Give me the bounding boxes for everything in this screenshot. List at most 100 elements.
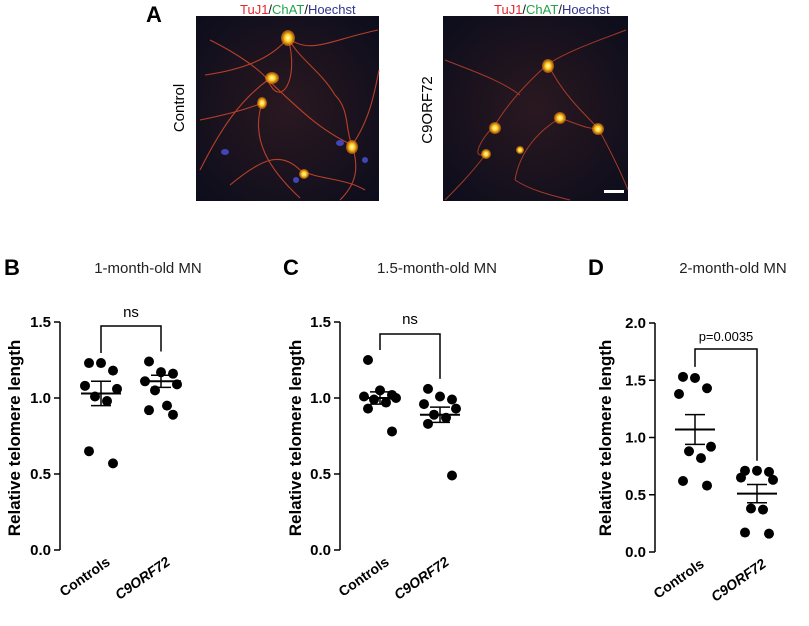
y-tick-label: 0.5 xyxy=(625,487,646,504)
scale-bar xyxy=(604,190,624,193)
data-point xyxy=(702,480,712,491)
y-tick-label: 0.0 xyxy=(310,542,331,559)
data-point xyxy=(423,418,433,429)
condition-label-c9orf72: C9ORF72 xyxy=(419,76,436,144)
data-point xyxy=(112,383,122,394)
chart-title: 2-month-old MN xyxy=(679,260,787,277)
significance-label: ns xyxy=(123,304,139,321)
data-point xyxy=(696,453,706,464)
panel-a-letter: A xyxy=(146,2,162,27)
data-point xyxy=(96,358,106,369)
data-point xyxy=(168,409,178,420)
micrograph-control xyxy=(196,16,380,201)
data-point xyxy=(369,394,379,405)
data-point xyxy=(387,426,397,437)
stain-slash: / xyxy=(522,2,526,17)
data-point xyxy=(447,394,457,405)
x-tick-label: Controls xyxy=(335,553,391,599)
data-point xyxy=(84,358,94,369)
x-tick-label: Controls xyxy=(56,553,112,599)
data-point xyxy=(108,458,118,469)
data-point xyxy=(108,365,118,376)
stain-chat: ChAT xyxy=(272,2,304,17)
data-point xyxy=(447,470,457,481)
data-point xyxy=(363,355,373,365)
data-point xyxy=(144,405,154,416)
data-point xyxy=(678,476,688,487)
comparison-bracket xyxy=(100,325,162,354)
stain-tuj1: TuJ1 xyxy=(494,2,522,17)
y-tick-label: 1.5 xyxy=(625,372,646,389)
data-point xyxy=(168,368,178,379)
data-point xyxy=(435,391,445,402)
data-point xyxy=(684,446,694,457)
panel-letter: B xyxy=(4,255,20,280)
chart-panel-b: B 1-month-old MN Relative telomere length 0… xyxy=(4,255,202,603)
data-point xyxy=(363,403,373,414)
data-point xyxy=(768,474,778,485)
data-point xyxy=(706,441,716,452)
neuron-somas xyxy=(481,59,604,159)
stain-slash: / xyxy=(558,2,562,17)
data-point xyxy=(102,396,112,407)
data-point xyxy=(423,383,433,394)
x-tick-label: Controls xyxy=(650,555,706,601)
y-tick-label: 0.5 xyxy=(30,466,51,483)
y-tick-label: 1.5 xyxy=(30,314,51,331)
chart-panel-c: C 1.5-month-old MN Relative telomere lengt… xyxy=(283,255,497,603)
y-axis-label: Relative telomere length xyxy=(5,340,24,537)
stain-slash: / xyxy=(304,2,308,17)
data-point xyxy=(690,372,700,383)
comparison-bracket xyxy=(694,348,758,461)
data-point xyxy=(375,385,385,396)
panel-letter: C xyxy=(283,255,299,280)
significance-label: p=0.0035 xyxy=(699,329,754,344)
data-point xyxy=(764,466,774,477)
chart-panel-d: D 2-month-old MN Relative telomere length 0… xyxy=(588,255,787,605)
data-point xyxy=(752,465,762,476)
y-tick-label: 1.5 xyxy=(310,314,331,331)
micrograph-c9orf72 xyxy=(443,16,629,201)
stain-tuj1: TuJ1 xyxy=(240,2,268,17)
y-axis-label: Relative telomere length xyxy=(596,340,615,537)
stain-slash: / xyxy=(268,2,272,17)
stain-label-c9orf72: TuJ1/ChAT/Hoechst xyxy=(494,2,610,17)
data-point xyxy=(746,503,756,514)
data-point xyxy=(162,400,172,411)
y-tick-label: 0.0 xyxy=(30,542,51,559)
data-point xyxy=(84,446,94,457)
neurite-network xyxy=(444,29,629,201)
x-tick-label: C9ORF72 xyxy=(112,553,173,602)
panel-letter: D xyxy=(588,255,604,280)
chart-title: 1.5-month-old MN xyxy=(377,260,497,277)
stain-chat: ChAT xyxy=(526,2,558,17)
data-point xyxy=(80,380,90,391)
significance-label: ns xyxy=(402,311,418,328)
stain-hoechst: Hoechst xyxy=(562,2,610,17)
data-point xyxy=(736,472,746,483)
neuron-somas xyxy=(257,30,358,179)
data-point xyxy=(359,391,369,402)
condition-label-control: Control xyxy=(171,84,188,132)
data-point xyxy=(702,383,712,394)
y-tick-label: 1.0 xyxy=(30,390,51,407)
data-point xyxy=(144,356,154,367)
nuclei xyxy=(221,140,368,183)
data-point xyxy=(674,388,684,399)
y-tick-label: 0.0 xyxy=(625,544,646,561)
data-point xyxy=(758,504,768,515)
data-point xyxy=(740,527,750,538)
stain-label-control: TuJ1/ChAT/Hoechst xyxy=(240,2,356,17)
data-point xyxy=(764,528,774,539)
comparison-bracket xyxy=(379,333,441,379)
data-point xyxy=(419,399,429,410)
y-tick-label: 1.0 xyxy=(310,390,331,407)
x-tick-label: C9ORF72 xyxy=(391,553,452,602)
data-point xyxy=(381,397,391,408)
data-point xyxy=(678,371,688,382)
y-tick-label: 1.0 xyxy=(625,430,646,447)
x-tick-label: C9ORF72 xyxy=(708,555,769,604)
y-tick-label: 0.5 xyxy=(310,466,331,483)
y-axis-label: Relative telomere length xyxy=(286,340,305,537)
